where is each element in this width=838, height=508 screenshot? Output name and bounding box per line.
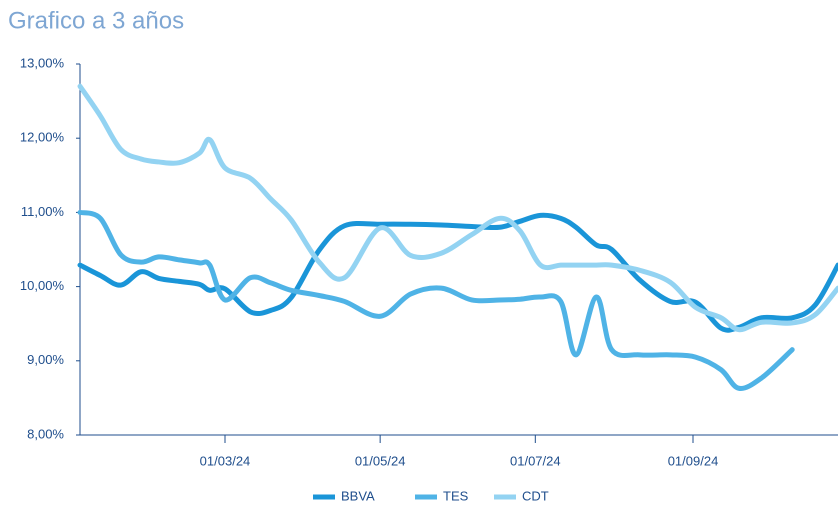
legend-label: BBVA — [341, 488, 375, 503]
y-tick-label: 12,00% — [20, 130, 65, 145]
series-line — [77, 83, 838, 333]
series-line — [77, 212, 838, 333]
y-tick-label: 13,00% — [20, 55, 65, 70]
legend-label: CDT — [522, 488, 549, 503]
x-tick-label: 01/07/24 — [510, 453, 561, 468]
y-tick-label: 10,00% — [20, 278, 65, 293]
chart-title: Grafico a 3 años — [8, 7, 184, 34]
y-tick-label: 9,00% — [27, 352, 64, 367]
y-tick-label: 11,00% — [21, 204, 65, 219]
x-tick-label: 01/09/24 — [668, 453, 719, 468]
y-tick-label: 8,00% — [27, 426, 64, 441]
series-line — [77, 209, 795, 391]
legend-label: TES — [443, 488, 469, 503]
x-tick-label: 01/05/24 — [355, 453, 406, 468]
x-tick-label: 01/03/24 — [200, 453, 251, 468]
